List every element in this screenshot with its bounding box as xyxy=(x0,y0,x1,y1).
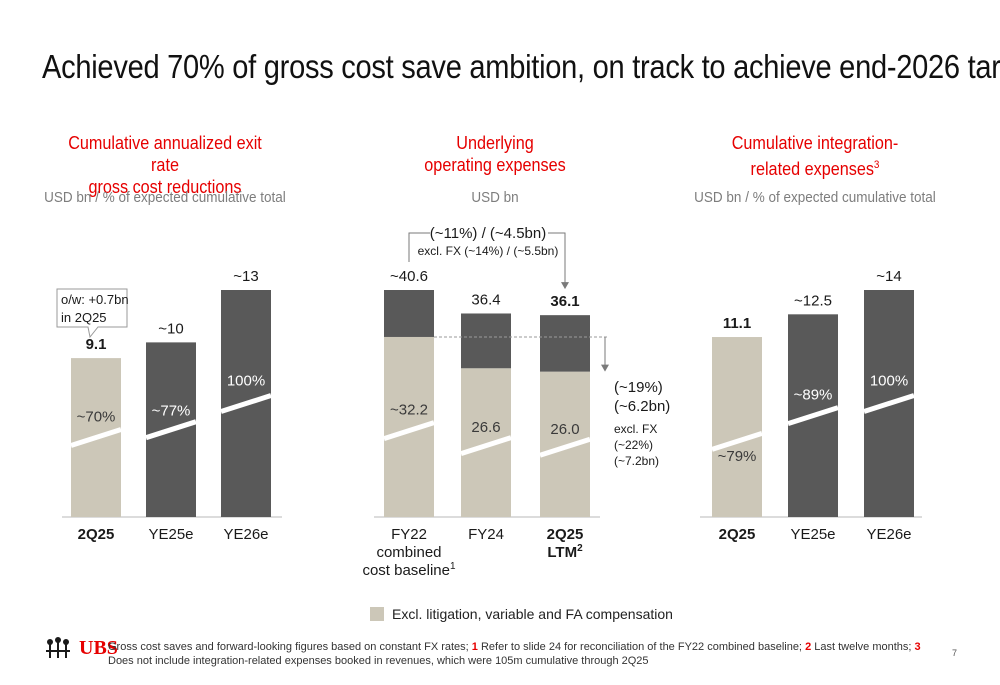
bar xyxy=(712,337,762,517)
bar-pct-label: ~70% xyxy=(77,409,116,426)
stack-total-label: ~40.6 xyxy=(390,268,428,285)
ubs-logo: UBS xyxy=(43,636,118,660)
x-tick-label: cost baseline1 xyxy=(362,561,456,579)
x-tick-label: YE25e xyxy=(148,526,193,543)
x-tick-label: YE26e xyxy=(223,526,268,543)
annotation-right-sub3: (~7.2bn) xyxy=(614,454,659,468)
annotation-right-line1: (~19%) xyxy=(614,379,663,396)
logo-text: UBS xyxy=(79,636,118,659)
x-tick-label: FY22 xyxy=(391,526,427,543)
stack-bar-upper xyxy=(384,290,434,337)
callout-line2: in 2Q25 xyxy=(61,310,107,325)
bar-break xyxy=(70,427,122,448)
footnote: Gross cost saves and forward-looking fig… xyxy=(108,640,948,668)
x-tick-label: 2Q25 xyxy=(78,526,115,543)
stack-lower-label: 26.0 xyxy=(550,421,579,438)
x-tick-label: YE26e xyxy=(866,526,911,543)
panel2-title-line1: Underlying xyxy=(456,133,534,153)
annotation-top-line2: excl. FX (~14%) / (~5.5bn) xyxy=(418,244,559,258)
top-bracket-left xyxy=(408,232,430,262)
page-number: 7 xyxy=(952,648,958,658)
x-tick-label: 2Q25 xyxy=(547,526,584,543)
annotation-right-line2: (~6.2bn) xyxy=(614,398,670,415)
bar-pct-label: 100% xyxy=(227,372,265,389)
footnote-n3: 3 xyxy=(914,641,921,653)
keys-icon xyxy=(46,637,70,658)
legend-label: Excl. litigation, variable and FA compen… xyxy=(392,606,673,622)
annotation-right-sub1: excl. FX xyxy=(614,422,657,436)
callout-box xyxy=(56,288,128,339)
bar-break xyxy=(863,393,915,414)
bar-break xyxy=(145,419,197,441)
panel1-unit: USD bn / % of expected cumulative total xyxy=(44,189,286,206)
bar-pct-label: ~89% xyxy=(794,386,833,403)
bar-pct-label: ~79% xyxy=(718,448,757,465)
legend: Excl. litigation, variable and FA compen… xyxy=(370,606,673,622)
x-tick-sup: 1 xyxy=(450,561,456,572)
legend-swatch xyxy=(370,607,384,621)
panel2-unit: USD bn xyxy=(471,189,519,206)
stack-lower-label: ~32.2 xyxy=(390,401,428,418)
bar-break xyxy=(787,405,839,427)
stack-bar-upper xyxy=(461,313,511,369)
reduction-arrow-head xyxy=(601,364,609,372)
top-bracket-arrowhead xyxy=(561,282,569,290)
footnote-n2: 2 xyxy=(805,641,812,653)
bar-break xyxy=(220,393,272,414)
panel2-title: Underlying operating expenses xyxy=(387,132,603,176)
annotation-right-sub2: (~22%) xyxy=(614,438,653,452)
footnote-n1: 1 xyxy=(471,641,478,653)
stack-lower-label: 26.6 xyxy=(471,419,500,436)
panel3-title-sup: 3 xyxy=(873,159,880,171)
x-tick-sup: 2 xyxy=(577,543,583,554)
footnote-c: Last twelve months; xyxy=(811,641,915,653)
stack-total-label: 36.1 xyxy=(550,293,579,310)
callout-line1: o/w: +0.7bn xyxy=(61,292,129,307)
bar-pct-label: ~77% xyxy=(152,403,191,420)
bar-value-label: ~12.5 xyxy=(794,292,832,309)
panel1-title: Cumulative annualized exit rate gross co… xyxy=(53,132,278,198)
panel3-unit: USD bn / % of expected cumulative total xyxy=(694,189,936,206)
bar-value-label: ~10 xyxy=(158,320,183,337)
x-tick-label: 2Q25 xyxy=(719,526,756,543)
bar-pct-label: 100% xyxy=(870,372,908,389)
panel3-title: Cumulative integration- related expenses… xyxy=(712,132,919,180)
bar-break xyxy=(383,420,435,441)
bar-value-label: 11.1 xyxy=(723,315,751,332)
footnote-a: Gross cost saves and forward-looking fig… xyxy=(108,641,472,653)
x-tick-label: FY24 xyxy=(468,526,504,543)
panel3-title-line1: Cumulative integration- xyxy=(731,133,899,153)
bar-break xyxy=(711,431,763,452)
x-tick-label: combined xyxy=(376,544,441,561)
bar-value-label: ~14 xyxy=(876,268,901,285)
page-title: Achieved 70% of gross cost save ambition… xyxy=(42,48,1000,85)
stack-bar-lower xyxy=(461,368,511,517)
panel2-title-line2: operating expenses xyxy=(424,155,566,175)
bar-value-label: ~13 xyxy=(233,268,258,285)
panel1-title-line1: Cumulative annualized exit rate xyxy=(68,133,262,175)
footnote-b: Refer to slide 24 for reconciliation of … xyxy=(477,641,806,653)
annotation-top-line1: (~11%) / (~4.5bn) xyxy=(430,225,546,242)
bar-break xyxy=(539,436,591,458)
panel1-title-line2: gross cost reductions xyxy=(88,177,242,197)
stack-bar-lower xyxy=(540,371,590,517)
stack-total-label: 36.4 xyxy=(471,291,500,308)
bar-break xyxy=(460,435,512,456)
x-tick-label: LTM2 xyxy=(547,543,583,561)
panel3-title-line2: related expenses xyxy=(750,159,874,179)
stack-bar-upper xyxy=(540,315,590,372)
x-tick-label: YE25e xyxy=(790,526,835,543)
footnote-d: Does not include integration-related exp… xyxy=(108,655,649,667)
top-bracket-right xyxy=(548,232,566,286)
bar-value-label: 9.1 xyxy=(86,336,107,353)
